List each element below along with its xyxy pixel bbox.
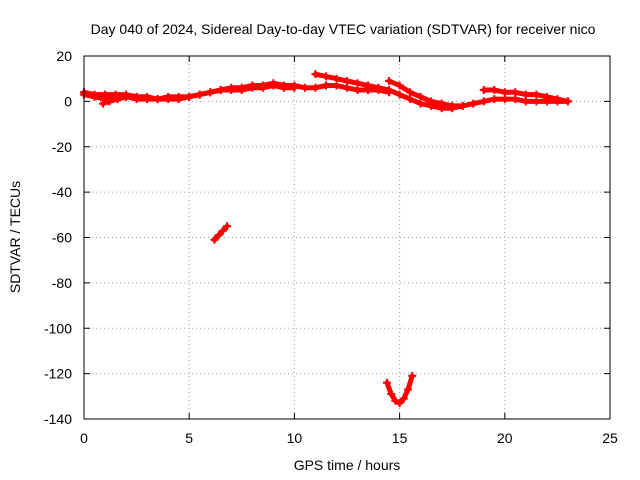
data-point <box>269 81 278 90</box>
data-point <box>395 81 404 90</box>
data-point <box>427 97 436 106</box>
data-point <box>218 226 227 235</box>
data-point <box>98 99 107 108</box>
x-tick-label: 0 <box>80 430 88 446</box>
axis-ticks: 0 5 10 15 20 25 20 0 -20 -40 -60 -80 -100 -120 -140 <box>44 48 618 446</box>
x-tick-label: 25 <box>602 430 618 446</box>
data-point <box>321 72 330 81</box>
data-point <box>395 90 404 99</box>
data-point <box>406 88 415 97</box>
data-point <box>391 396 400 405</box>
data-point <box>395 399 404 408</box>
data-point <box>479 97 488 106</box>
data-point <box>353 86 362 95</box>
y-tick-label: -120 <box>44 366 72 382</box>
series-2-trace <box>100 94 129 107</box>
data-point <box>105 97 114 106</box>
data-point <box>279 83 288 92</box>
data-point <box>382 378 391 387</box>
data-point <box>90 92 99 101</box>
data-point <box>164 95 173 104</box>
chart-title: Day 040 of 2024, Sidereal Day-to-day VTE… <box>91 21 596 37</box>
data-point <box>227 86 236 95</box>
x-tick-label: 20 <box>497 430 513 446</box>
data-point <box>553 95 562 104</box>
data-point <box>132 95 141 104</box>
data-point <box>532 97 541 106</box>
data-point <box>248 83 257 92</box>
y-tick-label: 20 <box>56 48 72 64</box>
data-point <box>416 92 425 101</box>
data-point <box>500 95 509 104</box>
data-point <box>153 95 162 104</box>
data-point <box>290 83 299 92</box>
y-tick-label: -40 <box>52 184 72 200</box>
data-point <box>353 79 362 88</box>
data-point <box>385 86 394 95</box>
data-point <box>343 83 351 92</box>
data-point <box>542 92 551 101</box>
y-tick-label: -20 <box>52 139 72 155</box>
data-point <box>374 83 383 92</box>
data-point <box>216 86 225 95</box>
data-point <box>387 390 396 399</box>
data-point <box>469 99 478 108</box>
data-point <box>143 95 152 104</box>
data-point <box>214 231 223 240</box>
data-point <box>321 81 330 90</box>
data-point <box>399 394 408 403</box>
data-point <box>521 97 530 106</box>
y-tick-label: -80 <box>52 275 72 291</box>
x-tick-label: 10 <box>287 430 303 446</box>
data-point <box>311 83 320 92</box>
data-point <box>311 70 320 79</box>
data-point <box>521 90 530 99</box>
data-point <box>490 86 499 95</box>
data-point <box>404 385 413 394</box>
data-point <box>185 92 194 101</box>
y-tick-label: 0 <box>64 93 72 109</box>
grid <box>84 56 610 419</box>
data-point <box>343 76 351 85</box>
data-point <box>300 83 309 92</box>
data-point <box>195 90 204 99</box>
data-point <box>258 83 267 92</box>
data-point <box>563 97 572 106</box>
data-point <box>113 95 122 104</box>
data-point <box>511 95 520 104</box>
x-axis-label: GPS time / hours <box>294 457 401 473</box>
y-tick-label: -100 <box>44 320 72 336</box>
data-point <box>237 86 246 95</box>
data-point <box>364 81 373 90</box>
data-point <box>448 101 457 110</box>
data-point <box>223 222 232 231</box>
x-tick-label: 5 <box>185 430 193 446</box>
data-point <box>210 235 219 244</box>
y-tick-label: -60 <box>52 230 72 246</box>
data-point <box>332 81 341 90</box>
plot-frame <box>83 55 611 420</box>
data-point <box>332 74 341 83</box>
data-point <box>437 99 446 108</box>
data-point <box>206 88 215 97</box>
data-point <box>385 76 394 85</box>
data-point <box>406 95 415 104</box>
data-point <box>500 88 509 97</box>
data-point <box>479 86 488 95</box>
series-6-trace <box>211 223 230 243</box>
data-point <box>490 95 499 104</box>
data-point <box>122 92 131 101</box>
data-marks <box>80 70 572 408</box>
data-point <box>416 99 425 108</box>
data-point <box>408 371 417 380</box>
data-point <box>174 95 183 104</box>
x-tick-label: 15 <box>392 430 408 446</box>
y-axis-label: SDTVAR / TECUs <box>7 181 23 293</box>
data-point <box>458 101 467 110</box>
data-point <box>511 88 520 97</box>
y-tick-label: -140 <box>44 411 72 427</box>
data-point <box>532 90 541 99</box>
